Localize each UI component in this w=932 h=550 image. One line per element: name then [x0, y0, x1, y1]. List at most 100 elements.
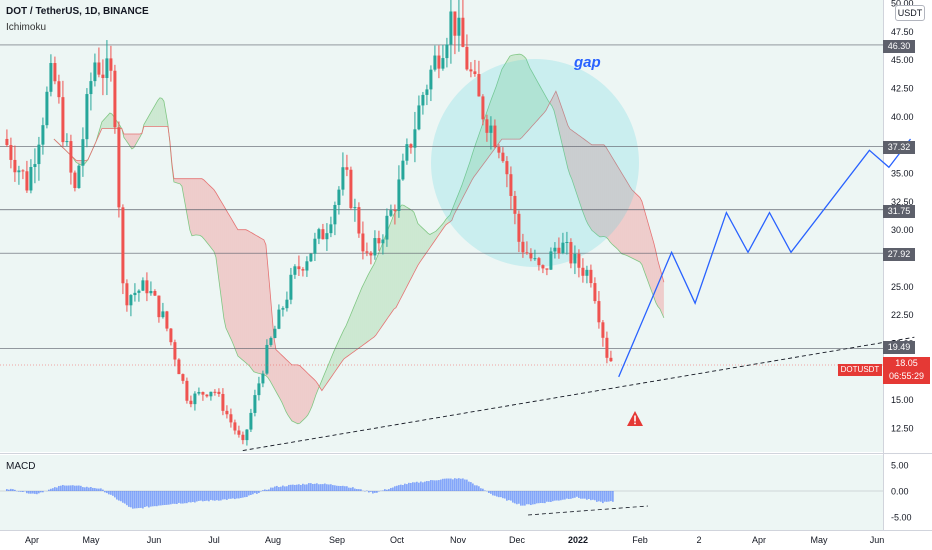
time-tick-label: May	[810, 535, 828, 545]
candle-body	[365, 251, 369, 253]
cloud-segment	[227, 212, 230, 337]
candle-body	[533, 258, 537, 260]
candle-body	[441, 58, 445, 69]
cloud-segment	[221, 202, 224, 319]
cloud-segment	[173, 178, 176, 183]
cloud-segment	[315, 381, 318, 395]
candle-body	[117, 127, 121, 208]
cloud-segment	[225, 209, 228, 333]
cloud-segment	[401, 204, 404, 297]
candle-body	[25, 171, 29, 191]
cloud-segment	[105, 115, 108, 129]
cloud-segment	[373, 260, 376, 338]
cloud-segment	[431, 232, 434, 245]
time-tick-label: 2	[696, 535, 701, 545]
cloud-segment	[341, 329, 344, 362]
cloud-segment	[565, 119, 568, 169]
cloud-segment	[285, 359, 288, 416]
candle-body	[169, 328, 173, 343]
cloud-segment	[197, 178, 200, 236]
cloud-segment	[649, 229, 652, 292]
cloud-segment	[307, 373, 310, 415]
candle-body	[581, 267, 585, 276]
indicator-label[interactable]: Ichimoku	[6, 22, 47, 33]
candle-body	[201, 392, 205, 395]
cloud-segment	[657, 260, 660, 309]
candle-body	[517, 213, 521, 242]
candle-body	[29, 166, 33, 191]
cloud-segment	[353, 302, 356, 352]
candle-body	[277, 309, 281, 329]
price-tick-label: 32.50	[891, 197, 914, 207]
cloud-segment	[569, 128, 572, 180]
cloud-segment	[219, 199, 222, 304]
time-tick-label: Apr	[752, 535, 766, 545]
cloud-segment	[297, 364, 300, 424]
candle-body	[337, 189, 341, 205]
cloud-segment	[379, 244, 382, 330]
cloud-segment	[513, 54, 516, 140]
cloud-segment	[637, 195, 640, 263]
candle-body	[361, 233, 365, 252]
cloud-segment	[275, 349, 278, 396]
ichimoku-cloud	[53, 53, 665, 425]
time-tick-label: Apr	[25, 535, 39, 545]
candle-body	[237, 430, 241, 435]
cloud-segment	[213, 189, 216, 258]
price-tick-label: 50.00	[891, 0, 914, 9]
level-label-3: 31.75	[883, 205, 915, 218]
candle-body	[157, 295, 161, 318]
candle-body	[241, 434, 245, 441]
candle-body	[493, 125, 497, 147]
candle-body	[601, 322, 605, 338]
cloud-segment	[599, 144, 602, 237]
candle-body	[133, 292, 137, 296]
cloud-segment	[561, 108, 564, 152]
cloud-segment	[517, 54, 520, 140]
cloud-segment	[205, 181, 208, 244]
cloud-segment	[397, 207, 400, 304]
cloud-segment	[209, 185, 212, 249]
candle-body	[437, 55, 441, 69]
cloud-segment	[187, 178, 190, 231]
candle-body	[73, 172, 77, 189]
candle-body	[557, 247, 561, 254]
candle-body	[433, 55, 437, 70]
candle-body	[529, 253, 533, 259]
cloud-segment	[531, 71, 534, 127]
cloud-segment	[623, 176, 626, 256]
cloud-segment	[481, 120, 484, 167]
cloud-segment	[651, 236, 654, 298]
candle-body	[525, 252, 529, 254]
cloud-segment	[469, 155, 472, 185]
price-pane-background	[0, 0, 883, 452]
macd-label[interactable]: MACD	[6, 461, 36, 472]
cloud-segment	[603, 144, 606, 238]
macd-tick-label: 0.00	[891, 487, 909, 497]
price-tick-label: 45.00	[891, 55, 914, 65]
cloud-segment	[255, 235, 258, 374]
cloud-segment	[519, 54, 522, 140]
cloud-segment	[157, 97, 160, 127]
cloud-segment	[423, 229, 426, 257]
cloud-segment	[595, 144, 598, 236]
candle-body	[569, 242, 573, 264]
cloud-segment	[101, 119, 104, 129]
cloud-segment	[625, 180, 628, 257]
cloud-segment	[539, 85, 542, 118]
cloud-segment	[195, 178, 198, 236]
forecast-path	[618, 138, 912, 378]
candle-body	[417, 105, 421, 130]
warning-triangle-icon[interactable]	[626, 410, 644, 427]
candle-body	[565, 242, 569, 244]
cloud-segment	[357, 292, 360, 349]
time-tick-label: 2022	[568, 535, 588, 545]
candle-body	[505, 161, 509, 175]
price-tick-label: 40.00	[891, 112, 914, 122]
cloud-segment	[609, 153, 612, 245]
candle-body	[33, 164, 37, 167]
candle-body	[309, 253, 313, 262]
currency-unit-badge[interactable]: USDT	[895, 5, 925, 21]
macd-divergence-line	[527, 505, 649, 516]
